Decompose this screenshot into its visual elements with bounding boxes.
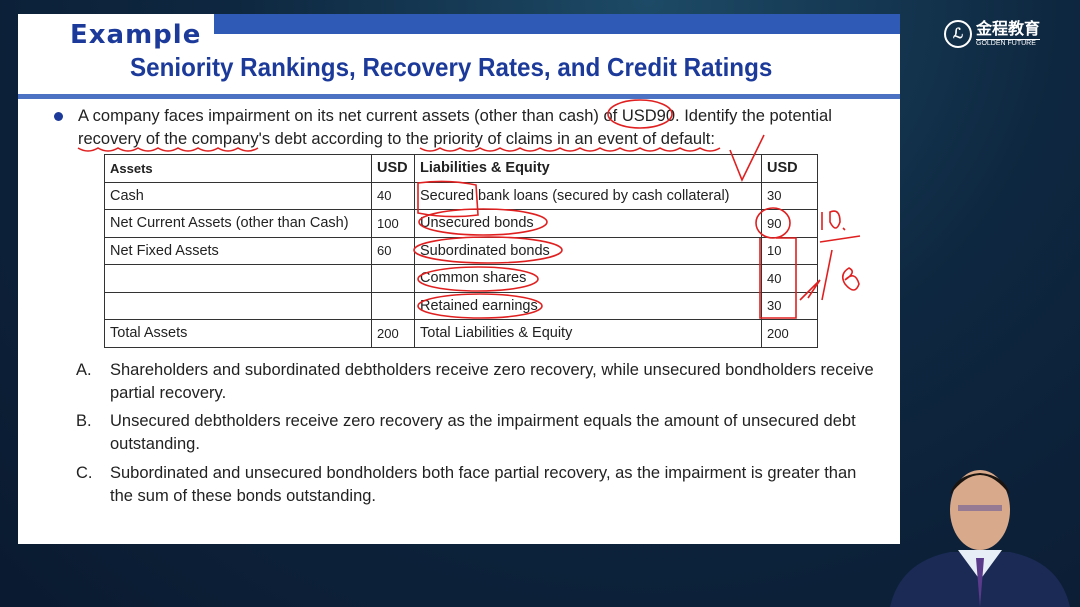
logo-name: 金程教育 [976, 19, 1041, 38]
table-row: Cash 40 Secured bank loans (secured by cas… [104, 181, 818, 210]
table-row: Total Assets 200 Total Liabilities & Equit… [104, 319, 818, 348]
logo-subtitle: GOLDEN FUTURE [976, 39, 1041, 47]
bullet-icon [54, 112, 63, 121]
header-liabilities: Liabilities & Equity [414, 154, 762, 183]
logo-emblem-icon: ℒ [944, 20, 972, 48]
cell-asset-usd: 100 [371, 209, 415, 238]
cell-liability: Secured bank loans (secured by cash coll… [414, 181, 762, 210]
table-header-row: Assets USD Liabilities & Equity USD [104, 154, 818, 183]
header-band [214, 14, 900, 34]
header-usd: USD [371, 154, 415, 183]
slide-title: Seniority Rankings, Recovery Rates, and … [130, 52, 773, 82]
presenter-video [890, 470, 1070, 607]
cell-liability-usd: 10 [761, 236, 818, 265]
cell-asset-usd [371, 264, 415, 293]
option-letter: B. [76, 412, 92, 430]
cell-asset-usd: 40 [371, 181, 415, 210]
slide: Example Seniority Rankings, Recovery Rat… [18, 14, 900, 544]
option-c[interactable]: C. Subordinated and unsecured bondholders… [76, 462, 876, 508]
option-b[interactable]: B. Unsecured debtholders receive zero rec… [76, 410, 876, 456]
cell-liability: Unsecured bonds [414, 209, 762, 238]
cell-asset: Cash [104, 181, 372, 210]
option-a[interactable]: A. Shareholders and subordinated debthold… [76, 359, 876, 405]
option-text: Unsecured debtholders receive zero recov… [110, 412, 856, 453]
option-text: Subordinated and unsecured bondholders b… [110, 464, 857, 505]
cell-liability: Subordinated bonds [414, 236, 762, 265]
cell-liability-usd: 30 [761, 291, 818, 320]
title-rule [18, 94, 900, 99]
header-assets: Assets [104, 154, 372, 183]
option-text: Shareholders and subordinated debtholder… [110, 361, 874, 402]
cell-asset [104, 264, 372, 293]
cell-liability: Retained earnings [414, 291, 762, 320]
table-row: Net Fixed Assets 60 Subordinated bonds 10 [104, 236, 818, 265]
cell-liability-usd: 30 [761, 181, 818, 210]
slide-heading: Example [70, 20, 202, 50]
cell-asset-usd: 60 [371, 236, 415, 265]
cell-asset: Net Fixed Assets [104, 236, 372, 265]
question-text: A company faces impairment on its net cu… [78, 107, 832, 148]
cell-asset [104, 291, 372, 320]
cell-liability: Total Liabilities & Equity [414, 319, 762, 348]
table-row: Retained earnings 30 [104, 291, 818, 320]
cell-liability-usd: 200 [761, 319, 818, 348]
balance-sheet-table: Assets USD Liabilities & Equity USD Cash… [104, 154, 818, 348]
option-letter: A. [76, 361, 92, 379]
cell-liability: Common shares [414, 264, 762, 293]
logo: ℒ 金程教育 GOLDEN FUTURE [944, 19, 1041, 48]
header-usd: USD [761, 154, 818, 183]
table-row: Net Current Assets (other than Cash) 100 U… [104, 209, 818, 238]
cell-liability-usd: 90 [761, 209, 818, 238]
cell-asset-usd: 200 [371, 319, 415, 348]
option-letter: C. [76, 464, 93, 482]
table-row: Common shares 40 [104, 264, 818, 293]
cell-asset-usd [371, 291, 415, 320]
cell-liability-usd: 40 [761, 264, 818, 293]
cell-asset: Total Assets [104, 319, 372, 348]
cell-asset: Net Current Assets (other than Cash) [104, 209, 372, 238]
